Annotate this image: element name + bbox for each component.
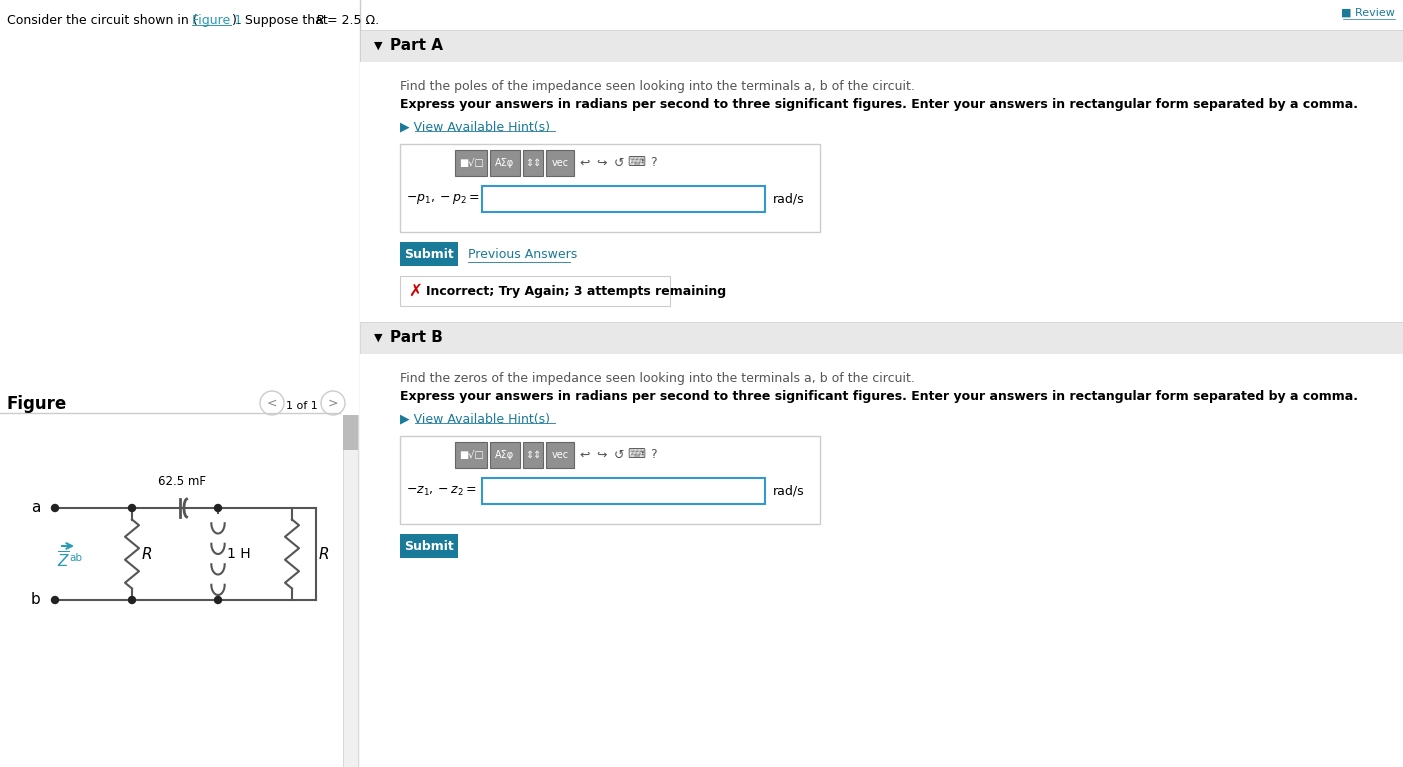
Text: ab: ab [69,553,81,563]
Text: <: < [267,397,278,410]
Circle shape [215,597,222,604]
Text: Find the zeros of the impedance seen looking into the terminals a, b of the circ: Find the zeros of the impedance seen loo… [400,372,915,385]
Text: >: > [328,397,338,410]
Bar [400,276,671,306]
Bar [455,150,487,176]
Text: ?: ? [650,449,657,462]
Text: rad/s: rad/s [773,193,805,206]
Bar [342,415,358,767]
Text: Submit: Submit [404,248,455,261]
Bar [400,534,457,558]
Text: ▼: ▼ [375,41,383,51]
Bar [546,442,574,468]
Bar [483,478,765,504]
Bar [361,62,1403,372]
Bar [361,30,1403,62]
Text: ΑΣφ: ΑΣφ [495,450,515,460]
Text: Figure 1: Figure 1 [192,14,243,27]
Circle shape [52,597,59,604]
Text: vec: vec [551,450,568,460]
Bar [0,0,361,767]
Bar [490,150,521,176]
Bar [400,144,819,232]
Text: Submit: Submit [404,539,455,552]
Text: ↪: ↪ [596,156,607,170]
Bar [400,436,819,524]
Bar [490,442,521,468]
Text: ▼: ▼ [375,333,383,343]
Text: Find the poles of the impedance seen looking into the terminals a, b of the circ: Find the poles of the impedance seen loo… [400,80,915,93]
Text: $R$: $R$ [316,14,324,27]
Text: Incorrect; Try Again; 3 attempts remaining: Incorrect; Try Again; 3 attempts remaini… [427,285,727,298]
Text: Express your answers in radians per second to three significant figures. Enter y: Express your answers in radians per seco… [400,98,1358,111]
Bar [483,186,765,212]
Bar [400,242,457,266]
Text: ?: ? [650,156,657,170]
Circle shape [52,505,59,512]
Text: ⇕⇕: ⇕⇕ [525,450,542,460]
Circle shape [215,505,222,512]
Text: 1 H: 1 H [227,547,251,561]
Bar [361,354,1403,767]
Text: Part A: Part A [390,38,443,54]
Text: Express your answers in radians per second to three significant figures. Enter y: Express your answers in radians per seco… [400,390,1358,403]
Bar [523,442,543,468]
Bar [546,150,574,176]
Bar [523,150,543,176]
Text: ■√□: ■√□ [459,450,484,460]
Text: 62.5 mF: 62.5 mF [159,475,206,488]
Text: ↺: ↺ [613,156,624,170]
Text: ↩: ↩ [579,156,591,170]
Text: $-p_1, -p_2 =$: $-p_1, -p_2 =$ [405,192,480,206]
Text: ▶ View Available Hint(s): ▶ View Available Hint(s) [400,120,550,133]
Text: rad/s: rad/s [773,485,805,498]
Circle shape [129,505,136,512]
Text: $\overline{Z}$: $\overline{Z}$ [58,551,70,571]
Bar [455,442,487,468]
Text: Figure: Figure [7,395,67,413]
Text: ▶ View Available Hint(s): ▶ View Available Hint(s) [400,412,550,425]
Text: a: a [31,501,41,515]
Text: ⇕⇕: ⇕⇕ [525,158,542,168]
Text: Consider the circuit shown in (: Consider the circuit shown in ( [7,14,198,27]
Text: Previous Answers: Previous Answers [469,248,577,261]
Text: ↩: ↩ [579,449,591,462]
Text: ■ Review: ■ Review [1341,8,1395,18]
Text: 1 of 1: 1 of 1 [286,401,318,411]
Bar [361,0,1403,767]
Text: ↪: ↪ [596,449,607,462]
Text: ■√□: ■√□ [459,158,484,168]
Text: ↺: ↺ [613,449,624,462]
Text: ). Suppose that: ). Suppose that [231,14,331,27]
Circle shape [129,597,136,604]
Text: $R$: $R$ [318,546,330,562]
Text: = 2.5 Ω.: = 2.5 Ω. [323,14,379,27]
Text: ⌨: ⌨ [627,156,645,170]
Text: ⌨: ⌨ [627,449,645,462]
Text: vec: vec [551,158,568,168]
Text: Part B: Part B [390,331,443,345]
Text: b: b [31,592,41,607]
Bar [342,415,358,450]
Text: ✗: ✗ [408,282,422,300]
Text: $-z_1, -z_2 =$: $-z_1, -z_2 =$ [405,485,477,498]
Bar [361,322,1403,354]
Text: ΑΣφ: ΑΣφ [495,158,515,168]
Text: $R$: $R$ [140,546,152,562]
